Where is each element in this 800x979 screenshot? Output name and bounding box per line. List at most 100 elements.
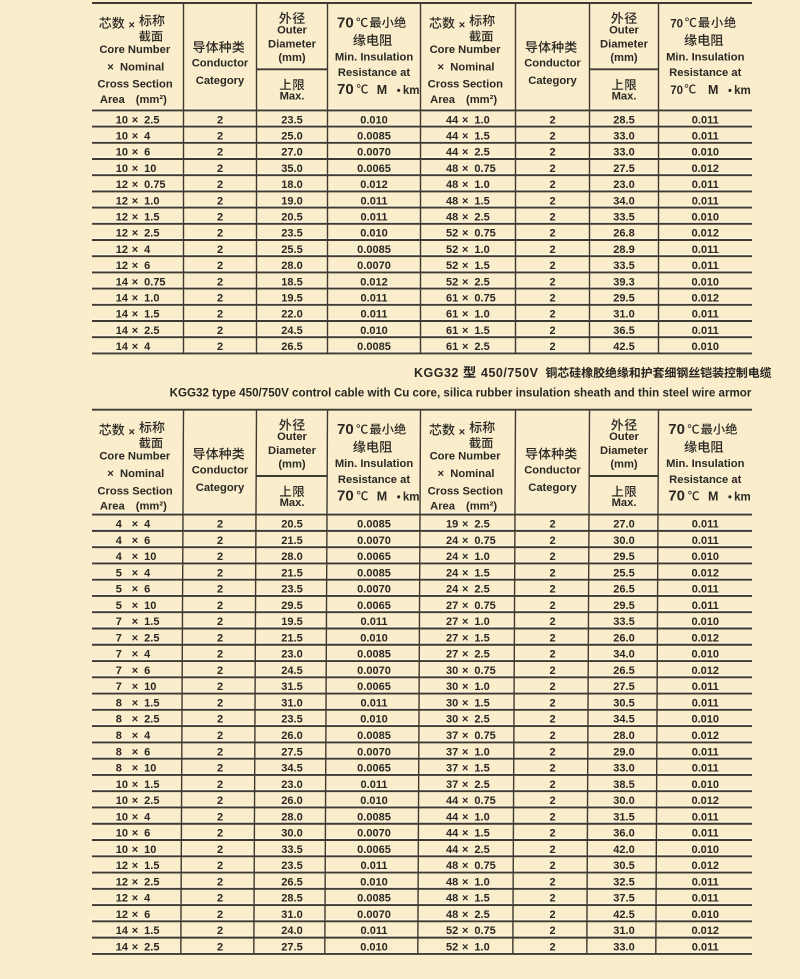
svg-text:2.5: 2.5: [144, 228, 159, 240]
svg-text:23.5: 23.5: [281, 860, 302, 872]
svg-text:0.011: 0.011: [692, 681, 719, 693]
svg-text:2: 2: [217, 195, 223, 207]
svg-text:10: 10: [144, 844, 156, 856]
svg-text:0.0065: 0.0065: [357, 681, 391, 693]
svg-text:Conductor: Conductor: [192, 58, 249, 70]
svg-text:2.5: 2.5: [144, 632, 159, 644]
svg-text:1.5: 1.5: [474, 567, 489, 579]
svg-text:34.5: 34.5: [613, 714, 634, 726]
svg-text:34.0: 34.0: [613, 649, 634, 661]
svg-text:×: ×: [462, 228, 468, 240]
svg-text:Cross Section: Cross Section: [97, 79, 172, 91]
svg-text:2: 2: [217, 681, 223, 693]
svg-text:×: ×: [462, 763, 468, 775]
svg-text:1.0: 1.0: [474, 746, 489, 758]
svg-text:70: 70: [337, 81, 354, 98]
svg-text:0.0085: 0.0085: [357, 730, 391, 742]
svg-text:0.75: 0.75: [474, 228, 495, 240]
svg-text:44: 44: [446, 811, 459, 823]
svg-text:×: ×: [132, 551, 138, 563]
svg-text:2.5: 2.5: [474, 276, 489, 288]
svg-text:26.0: 26.0: [281, 730, 302, 742]
svg-text:48: 48: [446, 893, 458, 905]
svg-text:2: 2: [549, 779, 555, 791]
svg-text:2: 2: [217, 779, 223, 791]
svg-text:×: ×: [132, 325, 138, 337]
svg-text:0.010: 0.010: [691, 551, 719, 563]
svg-text:12: 12: [116, 195, 128, 207]
svg-text:23.5: 23.5: [281, 228, 302, 240]
svg-text:0.011: 0.011: [692, 828, 719, 840]
svg-text:Resistance at: Resistance at: [669, 67, 741, 79]
svg-text:10: 10: [116, 147, 128, 159]
svg-text:2: 2: [549, 860, 555, 872]
svg-text:0.012: 0.012: [691, 228, 719, 240]
svg-text:2: 2: [217, 276, 223, 288]
svg-text:0.0085: 0.0085: [357, 893, 391, 905]
svg-text:0.0070: 0.0070: [357, 665, 391, 677]
svg-text:4: 4: [144, 893, 151, 905]
svg-text:8: 8: [116, 746, 122, 758]
svg-text:2: 2: [549, 179, 555, 191]
svg-text:0.012: 0.012: [360, 179, 388, 191]
svg-text:10: 10: [116, 779, 128, 791]
svg-text:0.010: 0.010: [360, 325, 388, 337]
svg-text:6: 6: [144, 260, 150, 272]
svg-text:×: ×: [462, 195, 468, 207]
svg-text:44: 44: [446, 114, 459, 126]
svg-text:2.5: 2.5: [474, 584, 489, 596]
svg-text:0.0085: 0.0085: [357, 244, 391, 256]
svg-text:0.010: 0.010: [360, 114, 388, 126]
svg-text:10: 10: [116, 163, 128, 175]
svg-text:7: 7: [116, 681, 122, 693]
svg-text:×: ×: [462, 147, 468, 159]
svg-text:20.5: 20.5: [281, 518, 302, 530]
svg-text:×: ×: [462, 795, 468, 807]
svg-text:0.012: 0.012: [691, 567, 719, 579]
svg-text:×: ×: [462, 876, 468, 888]
svg-text:52: 52: [446, 925, 458, 937]
svg-text:2.5: 2.5: [144, 942, 159, 954]
svg-text:×: ×: [462, 942, 468, 954]
svg-text:2: 2: [217, 600, 223, 612]
svg-text:2: 2: [549, 876, 555, 888]
svg-text:M: M: [708, 490, 718, 504]
svg-text:33.0: 33.0: [613, 130, 634, 142]
svg-text:22.0: 22.0: [281, 309, 302, 321]
svg-text:0.010: 0.010: [691, 779, 719, 791]
svg-text:2: 2: [217, 179, 223, 191]
svg-text:0.0085: 0.0085: [357, 811, 391, 823]
svg-text:18.0: 18.0: [281, 179, 302, 191]
svg-text:0.011: 0.011: [692, 260, 719, 272]
svg-text:× Nominal: × Nominal: [438, 468, 495, 480]
svg-text:0.011: 0.011: [692, 746, 719, 758]
svg-text:Area: Area: [430, 94, 456, 106]
svg-text:70: 70: [670, 18, 683, 30]
svg-text:0.0085: 0.0085: [357, 341, 391, 353]
svg-text:0.012: 0.012: [691, 795, 719, 807]
svg-text:27.5: 27.5: [281, 746, 302, 758]
svg-text:6: 6: [144, 746, 150, 758]
svg-text:18.5: 18.5: [281, 276, 302, 288]
svg-text:2: 2: [549, 828, 555, 840]
svg-text:27.0: 27.0: [281, 147, 302, 159]
svg-text:2: 2: [549, 681, 555, 693]
svg-text:12: 12: [116, 244, 128, 256]
svg-text:Min. Insulation: Min. Insulation: [666, 458, 744, 470]
svg-text:×: ×: [462, 260, 468, 272]
svg-text:0.011: 0.011: [692, 811, 719, 823]
svg-text:6: 6: [144, 147, 150, 159]
svg-text:27: 27: [446, 632, 458, 644]
svg-text:2: 2: [549, 211, 555, 223]
svg-text:Conductor: Conductor: [524, 58, 581, 70]
svg-text:26.5: 26.5: [281, 876, 302, 888]
svg-text:×: ×: [462, 925, 468, 937]
svg-text:Diameter: Diameter: [600, 38, 649, 50]
svg-text:0.75: 0.75: [474, 795, 495, 807]
svg-text:(mm): (mm): [278, 459, 306, 471]
svg-text:km: km: [734, 85, 751, 97]
svg-text:×: ×: [132, 518, 138, 530]
svg-text:×: ×: [132, 535, 138, 547]
svg-text:4: 4: [116, 535, 123, 547]
svg-text:0.0070: 0.0070: [357, 828, 391, 840]
